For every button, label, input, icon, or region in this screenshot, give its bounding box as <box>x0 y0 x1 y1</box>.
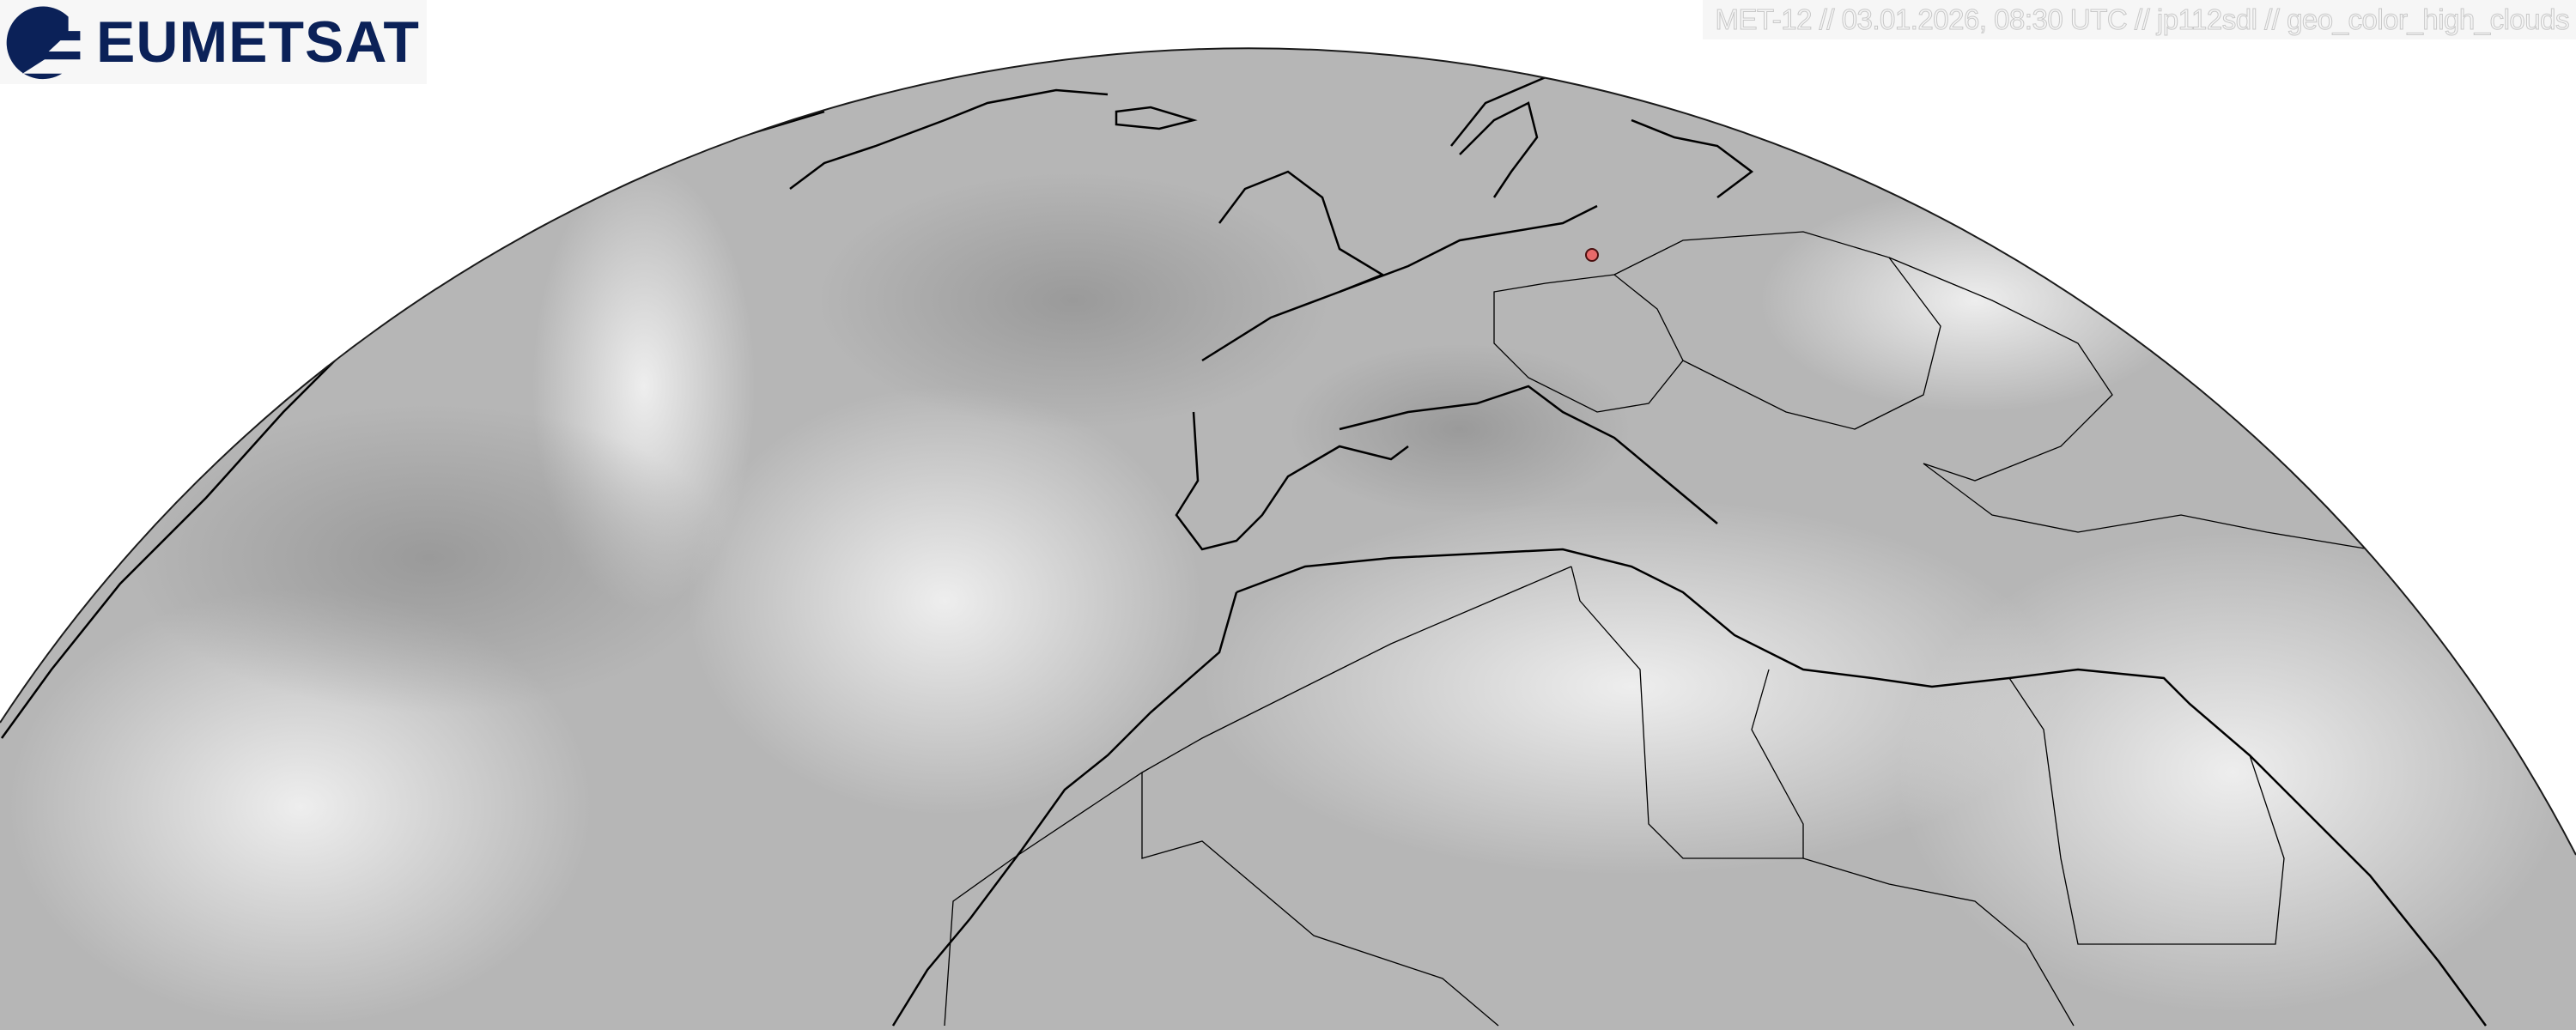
image-caption: MET-12 // 03.01.2026, 08:30 UTC // jp112… <box>1703 0 2576 39</box>
eumetsat-logo: EUMETSAT <box>0 0 427 84</box>
earth-limb <box>0 47 2576 856</box>
location-marker[interactable] <box>1585 248 1599 262</box>
country-borders <box>944 231 2371 1027</box>
logo-text: EUMETSAT <box>96 9 420 75</box>
eumetsat-globe-icon <box>6 6 81 80</box>
